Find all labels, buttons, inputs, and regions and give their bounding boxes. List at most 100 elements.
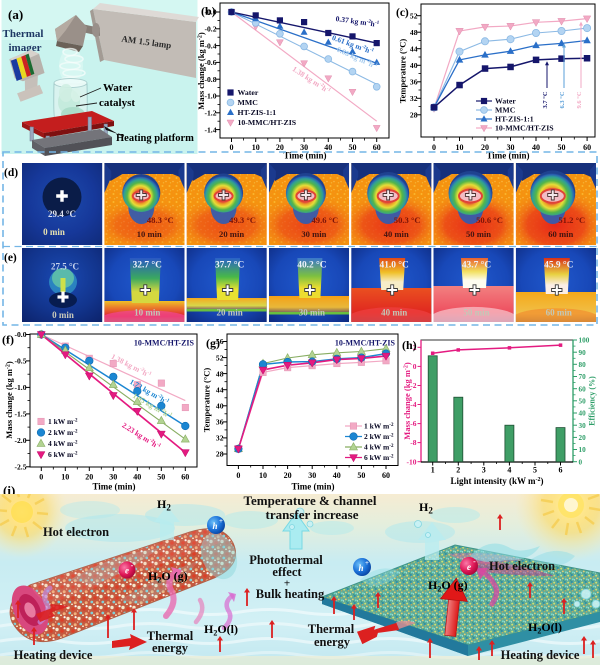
- svg-text:60: 60: [382, 471, 390, 480]
- svg-text:27.5 °C: 27.5 °C: [51, 262, 79, 272]
- svg-text:-1.0: -1.0: [14, 383, 26, 392]
- svg-text:MMC: MMC: [238, 98, 259, 107]
- svg-text:energy: energy: [314, 635, 351, 649]
- svg-text:50: 50: [157, 473, 165, 482]
- svg-text:4 kW m-2: 4 kW m-2: [364, 443, 394, 452]
- svg-text:Water: Water: [495, 97, 516, 106]
- svg-text:40 min: 40 min: [384, 229, 409, 239]
- svg-text:10: 10: [456, 143, 464, 152]
- svg-text:6 kW m-2: 6 kW m-2: [48, 450, 78, 459]
- svg-text:30: 30: [308, 471, 316, 480]
- svg-text:40: 40: [333, 471, 341, 480]
- svg-text:40: 40: [324, 143, 332, 152]
- svg-text:28: 28: [216, 450, 224, 459]
- svg-text:transfer increase: transfer increase: [265, 507, 358, 522]
- svg-text:60: 60: [579, 385, 587, 393]
- svg-text:30: 30: [300, 143, 308, 152]
- svg-text:Thermal: Thermal: [3, 28, 44, 40]
- svg-text:60 min: 60 min: [546, 308, 572, 318]
- svg-text:+: +: [219, 517, 223, 525]
- svg-text:-2: -2: [410, 381, 416, 390]
- svg-text:Light intensity (kW m-2): Light intensity (kW m-2): [450, 476, 543, 486]
- svg-text:Water: Water: [238, 88, 259, 97]
- svg-text:43.7 °C: 43.7 °C: [462, 260, 491, 271]
- svg-text:50 min: 50 min: [463, 308, 489, 318]
- svg-text:h: h: [358, 563, 363, 573]
- svg-text:49.6 °C: 49.6 °C: [311, 215, 338, 225]
- svg-text:HT-ZIS-1:1: HT-ZIS-1:1: [238, 108, 277, 117]
- svg-text:imager: imager: [9, 42, 42, 54]
- svg-text:10: 10: [579, 446, 587, 454]
- svg-text:Photothermal: Photothermal: [249, 553, 323, 567]
- svg-text:10: 10: [252, 143, 260, 152]
- svg-text:40: 40: [410, 61, 418, 70]
- svg-text:20: 20: [284, 471, 292, 480]
- svg-text:Temperature & channel: Temperature & channel: [244, 493, 377, 508]
- svg-text:2: 2: [413, 343, 417, 352]
- svg-text:4 kW m-2: 4 kW m-2: [48, 439, 78, 448]
- svg-text:-1.5: -1.5: [14, 410, 26, 419]
- svg-text:2 kW m-2: 2 kW m-2: [48, 428, 78, 437]
- svg-text:1: 1: [431, 466, 435, 475]
- svg-text:10 min: 10 min: [134, 308, 160, 318]
- svg-text:20: 20: [85, 473, 93, 482]
- svg-text:-6: -6: [410, 419, 416, 428]
- svg-text:5: 5: [533, 466, 537, 475]
- svg-text:0: 0: [432, 143, 436, 152]
- svg-text:30 min: 30 min: [299, 308, 325, 318]
- svg-text:Thermal: Thermal: [308, 622, 355, 636]
- svg-text:50: 50: [349, 143, 357, 152]
- svg-text:e: e: [467, 563, 472, 573]
- svg-text:(d): (d): [4, 167, 18, 179]
- svg-text:52: 52: [216, 353, 224, 362]
- svg-text:32.7 °C: 32.7 °C: [133, 260, 162, 271]
- svg-text:50 min: 50 min: [466, 229, 491, 239]
- svg-text:49.3 °C: 49.3 °C: [229, 215, 256, 225]
- svg-text:-0.2: -0.2: [204, 25, 216, 34]
- svg-text:Heating platform: Heating platform: [116, 133, 194, 144]
- svg-text:0 min: 0 min: [52, 310, 74, 320]
- svg-text:(b): (b): [201, 4, 216, 18]
- svg-text:-2.0: -2.0: [14, 436, 26, 445]
- svg-text:(c): (c): [396, 7, 409, 19]
- svg-text:Time (min): Time (min): [486, 151, 529, 161]
- svg-text:Time (min): Time (min): [92, 482, 135, 492]
- svg-text:effect: effect: [272, 565, 302, 579]
- svg-text:32: 32: [410, 94, 418, 103]
- svg-text:10-MMC/HT-ZIS: 10-MMC/HT-ZIS: [134, 339, 195, 348]
- svg-text:-4: -4: [410, 400, 416, 409]
- svg-text:Time (min): Time (min): [283, 151, 326, 161]
- svg-text:3: 3: [482, 466, 486, 475]
- svg-text:60: 60: [583, 143, 591, 152]
- svg-text:36: 36: [216, 418, 224, 427]
- svg-text:2: 2: [456, 466, 460, 475]
- svg-text:44: 44: [216, 385, 224, 394]
- svg-text:Temperature (°C): Temperature (°C): [202, 368, 212, 433]
- svg-text:41.0 °C: 41.0 °C: [380, 260, 409, 271]
- svg-text:energy: energy: [152, 641, 189, 655]
- svg-text:Hot electron: Hot electron: [43, 525, 109, 539]
- svg-text:(g): (g): [206, 336, 220, 350]
- svg-text:H2O(l): H2O(l): [204, 622, 238, 638]
- svg-text:-0.5: -0.5: [14, 357, 26, 366]
- svg-text:-: -: [473, 557, 476, 566]
- svg-text:H2O (g): H2O (g): [148, 569, 188, 585]
- svg-text:40: 40: [216, 402, 224, 411]
- svg-text:Heating device: Heating device: [501, 648, 580, 662]
- svg-text:-0.0: -0.0: [14, 330, 26, 339]
- svg-text:-8: -8: [410, 438, 416, 447]
- svg-text:Bulk heating: Bulk heating: [256, 587, 325, 601]
- svg-text:44: 44: [410, 44, 418, 53]
- svg-text:Hot electron: Hot electron: [489, 559, 555, 573]
- svg-text:40.2 °C: 40.2 °C: [297, 260, 326, 271]
- svg-text:28: 28: [410, 111, 418, 120]
- svg-text:50.3 °C: 50.3 °C: [394, 215, 421, 225]
- svg-text:3.7 °C: 3.7 °C: [542, 91, 549, 108]
- svg-text:10: 10: [61, 473, 69, 482]
- svg-text:h: h: [212, 521, 217, 531]
- svg-text:37.7 °C: 37.7 °C: [215, 260, 244, 271]
- svg-text:(h): (h): [402, 338, 417, 352]
- svg-text:Mass change (kg m-2): Mass change (kg m-2): [196, 32, 206, 110]
- svg-text:catalyst: catalyst: [99, 97, 135, 109]
- svg-text:6: 6: [559, 466, 563, 475]
